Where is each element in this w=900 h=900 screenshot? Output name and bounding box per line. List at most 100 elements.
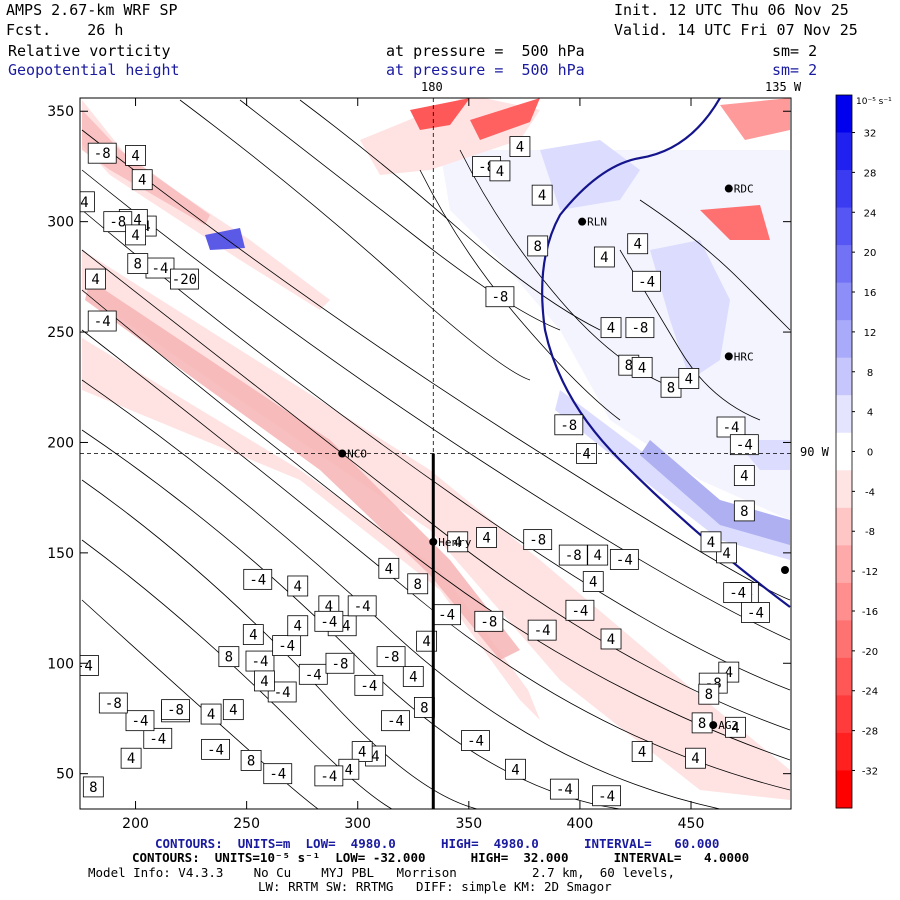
colorbar-tick-label: -16 bbox=[862, 607, 878, 618]
contour-label-text: -8 bbox=[631, 321, 648, 337]
contour-label-text: -4 bbox=[747, 605, 764, 621]
station-label: HRC bbox=[734, 350, 754, 363]
contour-label-box: 4 bbox=[725, 716, 746, 738]
contour-label-box: -4 bbox=[125, 710, 155, 732]
contour-label-box: 4 bbox=[582, 571, 604, 592]
contour-label-text: -4 bbox=[736, 438, 753, 454]
contour-label-text: 4 bbox=[607, 632, 615, 648]
contour-label-text: 8 bbox=[625, 358, 633, 374]
contour-label-text: 4 bbox=[294, 579, 302, 595]
contour-label-frame bbox=[103, 211, 133, 233]
contour-label-text: 4 bbox=[138, 173, 146, 189]
contour-label-text: 8 bbox=[698, 716, 706, 732]
contour-label-frame bbox=[127, 253, 149, 275]
contour-label-box: 4 bbox=[351, 741, 373, 762]
contour-label-text: -20 bbox=[172, 272, 197, 288]
contour-label-text: 4 bbox=[685, 371, 693, 387]
smoothing-1: sm= 2 bbox=[772, 42, 818, 60]
meridian-180-label: 180 bbox=[421, 80, 443, 94]
contour-label-frame bbox=[565, 599, 595, 621]
contour-label-frame bbox=[376, 646, 406, 668]
contour-label-text: -4 bbox=[438, 608, 455, 624]
contour-label-box: 4 bbox=[120, 747, 142, 769]
contour-label-text: 4 bbox=[294, 619, 302, 635]
contour-label-text: 8 bbox=[414, 577, 422, 593]
vorticity-contour-7 bbox=[81, 429, 621, 809]
station-label: NCO bbox=[347, 448, 367, 461]
contour-label-text: -4 bbox=[387, 714, 404, 730]
contour-label-box: -8 bbox=[103, 211, 133, 233]
contour-label-box: 4 bbox=[402, 666, 424, 687]
contour-label-text: 4 bbox=[385, 561, 393, 577]
contour-label-text: 4 bbox=[516, 140, 524, 156]
contour-label-box: -20 bbox=[170, 268, 199, 290]
contour-label-box: -8 bbox=[161, 699, 190, 721]
positive-vorticity-spot bbox=[205, 228, 245, 250]
contour-label-box: 4 bbox=[125, 145, 146, 166]
contour-label-text: 4 bbox=[325, 599, 333, 615]
contour-label-text: -4 bbox=[249, 572, 266, 588]
contour-label-box: 8 bbox=[82, 776, 104, 798]
contour-label-box: 4 bbox=[131, 169, 153, 191]
colorbar-segment bbox=[836, 320, 852, 359]
contour-label-frame bbox=[170, 268, 199, 290]
colorbar-segment bbox=[836, 395, 852, 434]
contour-label-frame bbox=[298, 663, 328, 685]
contour-label-box: -4 bbox=[723, 582, 753, 604]
vorticity-contour-11 bbox=[239, 99, 561, 331]
footer-model-info: Model Info: V4.3.3 No Cu MYJ PBL Morriso… bbox=[88, 865, 675, 880]
contour-label-frame bbox=[587, 544, 609, 566]
contour-label-frame bbox=[631, 356, 653, 378]
contour-label-frame bbox=[416, 630, 438, 652]
contour-label-text: 8 bbox=[420, 700, 428, 716]
contour-label-text: -4 bbox=[571, 603, 588, 619]
geopotential-height-contour bbox=[541, 98, 791, 608]
station-marker bbox=[338, 449, 347, 458]
y-tick-label: 150 bbox=[47, 546, 74, 562]
contour-label-text: 4 bbox=[358, 745, 366, 761]
contour-label-text: 4 bbox=[131, 228, 139, 244]
colorbar-tick-label: 8 bbox=[867, 368, 873, 379]
contour-label-text: 4 bbox=[638, 745, 646, 761]
contour-label-box: 4 bbox=[685, 747, 706, 769]
contour-label-box: -4 bbox=[381, 710, 410, 732]
contour-label-text: 4 bbox=[371, 749, 379, 765]
contour-label-box: -4 bbox=[565, 599, 595, 621]
colorbar-tick-label: -32 bbox=[862, 766, 878, 777]
contour-label-text: 4 bbox=[633, 237, 641, 253]
contour-label-frame bbox=[527, 235, 549, 257]
contour-label-frame bbox=[201, 738, 230, 760]
contour-label-box: 4 bbox=[80, 191, 95, 213]
contour-label-text: 4 bbox=[600, 250, 608, 266]
contour-label-frame bbox=[254, 670, 275, 692]
contour-label-frame bbox=[314, 765, 344, 787]
contour-label-text: 4 bbox=[725, 665, 733, 681]
negative-vorticity-core bbox=[85, 280, 520, 660]
contour-label-box: -4 bbox=[80, 655, 99, 676]
field-vorticity-label: Relative vorticity bbox=[8, 42, 171, 60]
contour-label-text: -8 bbox=[105, 696, 122, 712]
contour-label-frame bbox=[200, 703, 222, 725]
contour-label-box: 4 bbox=[416, 630, 438, 652]
contour-label-text: -4 bbox=[252, 654, 269, 670]
contour-label-frame bbox=[531, 184, 553, 206]
colorbar-segment bbox=[836, 207, 852, 246]
contour-label-box: -8 bbox=[87, 142, 117, 164]
contour-label-text: -4 bbox=[132, 714, 149, 730]
contour-label-box: -4 bbox=[632, 270, 661, 292]
contour-label-box: -4 bbox=[201, 738, 230, 760]
contour-label-frame bbox=[716, 542, 737, 564]
contour-label-frame bbox=[378, 557, 400, 579]
contour-label-text: -8 bbox=[529, 533, 546, 549]
contour-label-box: -8 bbox=[325, 652, 355, 674]
contour-label-frame bbox=[549, 778, 579, 800]
negative-vorticity-band-main bbox=[82, 250, 790, 800]
contour-label-text: -4 bbox=[207, 742, 224, 758]
contour-label-text: 4 bbox=[345, 762, 353, 778]
contour-label-frame bbox=[725, 716, 746, 738]
contour-label-text: 4 bbox=[511, 762, 519, 778]
contour-label-box: 4 bbox=[125, 224, 146, 246]
contour-label-box: 4 bbox=[509, 136, 531, 157]
contour-label-box: -8 bbox=[485, 286, 515, 308]
contour-label-frame bbox=[240, 750, 262, 771]
